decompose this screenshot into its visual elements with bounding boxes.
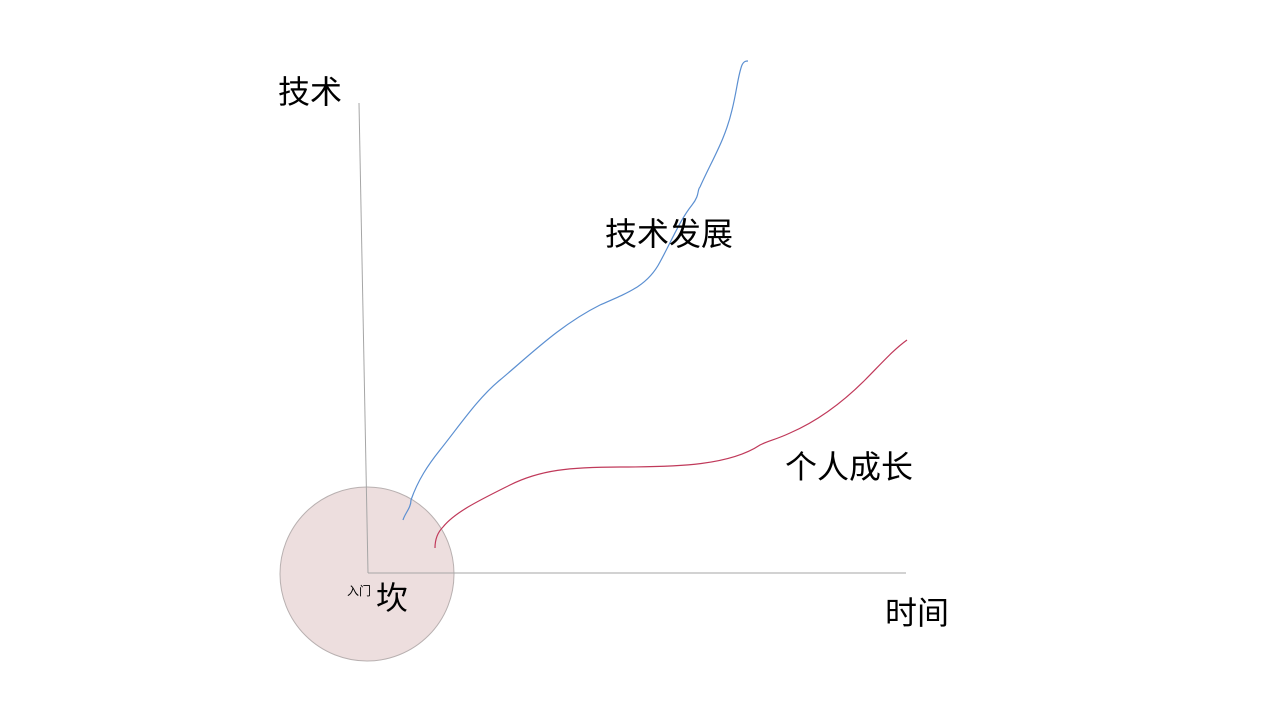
personal-curve-label: 个人成长 — [785, 448, 914, 486]
y-axis-label: 技术 — [278, 73, 343, 111]
entry-label: 入门 — [347, 584, 372, 598]
x-axis-label: 时间 — [885, 594, 950, 632]
pit-label: 坎 — [376, 579, 409, 617]
entry-pit-circle — [279, 486, 455, 662]
y-axis-line — [358, 102, 369, 574]
tech-development-curve — [402, 60, 749, 521]
personal-growth-curve — [434, 339, 908, 549]
tech-curve-label: 技术发展 — [605, 215, 734, 253]
